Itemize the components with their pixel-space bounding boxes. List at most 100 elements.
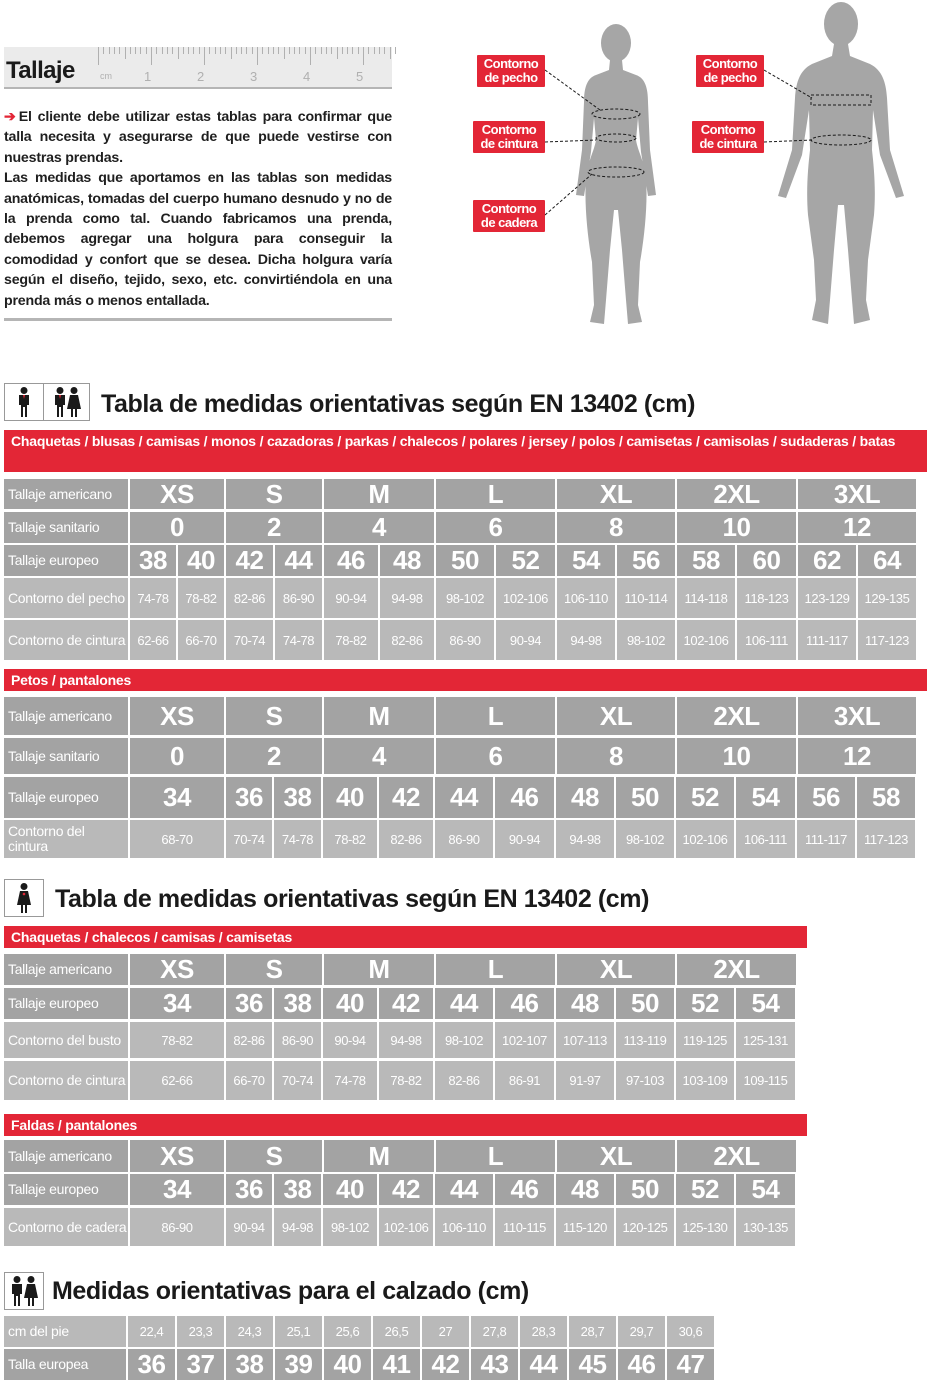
table-cell: 86-90 (436, 620, 494, 660)
ruler-number: 3 (250, 69, 258, 84)
section-title: Tabla de medidas orientativas según EN 1… (55, 885, 650, 913)
ruler-tick (124, 47, 126, 59)
measurement-guides (544, 69, 872, 216)
table-cell: 48 (556, 988, 614, 1019)
table-cell: XS (130, 1140, 224, 1172)
ruler-tick (98, 47, 99, 65)
table-cell: 111-117 (798, 620, 856, 660)
ruler-tick (304, 47, 306, 54)
row-label: Talla europea (4, 1349, 126, 1380)
table-cell: 48 (556, 1174, 614, 1205)
table-cell: 50 (616, 777, 674, 818)
row-label: Contorno del busto (4, 1022, 128, 1058)
table-cell: 82-86 (380, 620, 434, 660)
intro-block: Tallaje cm 1 2 3 4 5 ➔ El cliente debe ut… (4, 47, 396, 321)
page-title: Tallaje (6, 57, 75, 84)
table-row: Tallaje americano XS S M L XL 2XL (4, 1140, 796, 1172)
row-label: Tallaje americano (4, 697, 128, 735)
table-cell: 8 (557, 512, 675, 543)
table-cell: 110-115 (495, 1208, 554, 1246)
table-cell: 74-78 (275, 620, 322, 660)
table-cell: XS (130, 697, 224, 735)
table-cell: 90-94 (323, 1022, 377, 1058)
table-cell: 40 (323, 777, 377, 818)
ruler-tick (198, 47, 200, 54)
body-silhouettes (544, 2, 904, 324)
table-cell: 26,5 (373, 1316, 420, 1347)
table-cell: 22,4 (128, 1316, 175, 1347)
table-cell: 62-66 (130, 1061, 224, 1100)
table-cell: 50 (436, 545, 494, 576)
ruler-tick (145, 47, 147, 54)
table-cell: 41 (373, 1349, 420, 1380)
table-cell: 58 (677, 545, 735, 576)
table-cell: 25,1 (275, 1316, 322, 1347)
section-title: Tabla de medidas orientativas según EN 1… (101, 390, 696, 418)
ruler-tick (315, 47, 317, 54)
table-cell: 74-78 (323, 1061, 377, 1100)
table-cell: 106-110 (557, 578, 615, 618)
row-label: Tallaje sanitario (4, 738, 128, 774)
ruler-tick (209, 47, 211, 54)
table-cell: 90-94 (496, 620, 555, 660)
table-cell: 2XL (677, 1140, 796, 1172)
intro-text: ➔ El cliente debe utilizar estas tablas p… (4, 107, 392, 311)
ruler-tick (325, 47, 327, 54)
table-cell: 62 (798, 545, 856, 576)
table-cell: 46 (495, 988, 554, 1019)
table-cell: 98-102 (436, 578, 494, 618)
row-label: Tallaje americano (4, 479, 128, 509)
table-cell: 74-78 (130, 578, 176, 618)
ruler-tick (389, 47, 391, 59)
table-cell: 44 (435, 777, 493, 818)
table-cell: L (436, 954, 555, 985)
table-cell: 78-82 (379, 1061, 433, 1100)
table-cell: 54 (736, 1174, 795, 1205)
ruler-header: Tallaje cm 1 2 3 4 5 (4, 47, 396, 89)
table-cell: S (226, 1140, 322, 1172)
table-row: Tallaje europeo 34 36 38 40 42 44 46 48 50 52 54 (4, 988, 795, 1019)
table-row: Contorno del pecho 74-78 78-82 82-86 86-90 90… (4, 578, 916, 618)
row-label: Tallaje americano (4, 954, 128, 985)
table-cell: 56 (797, 777, 855, 818)
table-cell: 52 (496, 545, 555, 576)
table-cell: 115-120 (556, 1208, 614, 1246)
gender-icons (4, 383, 90, 421)
table-cell: 78-82 (130, 1022, 224, 1058)
callout-male-waist: Contorno de cintura (692, 121, 764, 153)
ruler-tick (378, 47, 380, 54)
table-cell: 52 (676, 1174, 734, 1205)
ruler-tick (257, 47, 258, 65)
table-cell: 98-102 (616, 820, 674, 858)
ruler-tick (113, 47, 115, 54)
table-cell: 125-131 (736, 1022, 795, 1058)
table-cell: 46 (495, 1174, 554, 1205)
ruler-tick (103, 47, 105, 54)
table-cell: 102-106 (677, 620, 735, 660)
table-cell: 64 (858, 545, 916, 576)
table-cell: 86-90 (275, 578, 322, 618)
table-row: Tallaje americano XS S M L XL 2XL 3XL (4, 479, 916, 509)
male-silhouette-icon (778, 2, 904, 324)
table-cell: XS (130, 479, 224, 509)
table-cell: 118-123 (737, 578, 796, 618)
table-cell: 38 (274, 988, 321, 1019)
table-cell: 2XL (677, 697, 796, 735)
row-label: Tallaje europeo (4, 1174, 128, 1205)
ruler-tick (161, 47, 163, 54)
ruler-tick (331, 47, 333, 54)
category-band-skirts: Faldas / pantalones (4, 1114, 807, 1136)
table-cell: 34 (130, 777, 224, 818)
table-cell: 106-110 (435, 1208, 493, 1246)
table-cell: 23,3 (177, 1316, 224, 1347)
table-cell: 94-98 (380, 578, 434, 618)
table-row: Tallaje europeo 34 36 38 40 42 44 46 48 50 52 54 56 5… (4, 777, 915, 818)
table-cell: S (226, 479, 322, 509)
row-label: Tallaje europeo (4, 777, 128, 818)
table-cell: 38 (130, 545, 176, 576)
table-cell: 94-98 (556, 820, 614, 858)
table-cell: 29,7 (618, 1316, 665, 1347)
table-row: Tallaje europeo 38 40 42 44 46 48 50 52 54 56 58 60 6… (4, 545, 916, 576)
table-cell: 0 (130, 512, 224, 543)
row-label: Tallaje europeo (4, 545, 128, 576)
